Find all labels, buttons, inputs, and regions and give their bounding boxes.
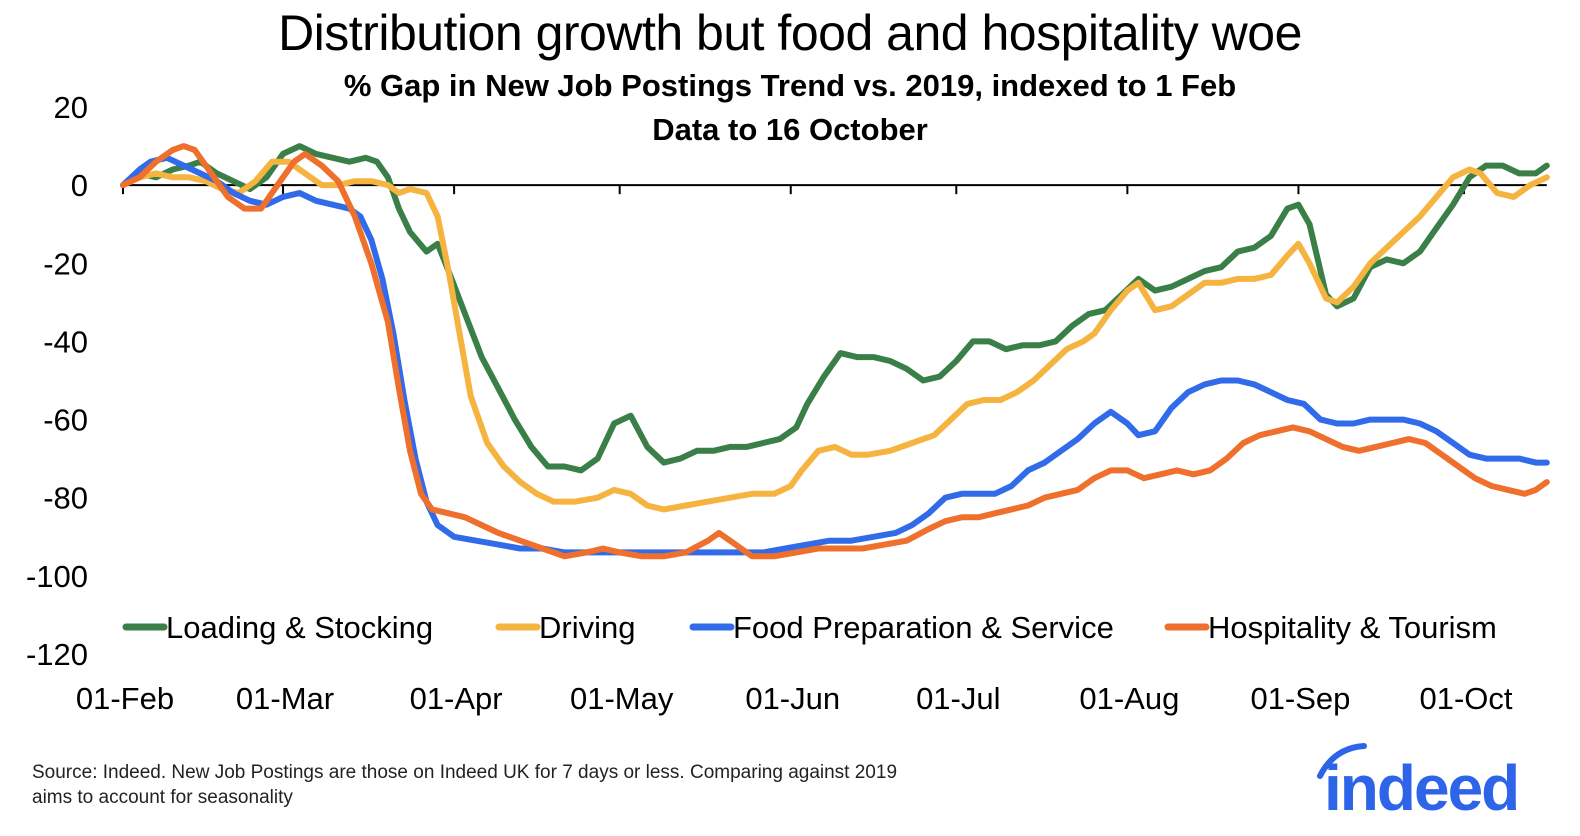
y-tick-label: -80 [43, 481, 88, 516]
x-tick-label: 01-Sep [1250, 681, 1350, 716]
x-tick-label: 01-Feb [76, 681, 174, 716]
indeed-logo: indeed [1317, 743, 1520, 818]
logo-wordmark: indeed [1324, 752, 1518, 818]
x-tick-label: 01-Oct [1419, 681, 1512, 716]
x-tick-label: 01-Jul [916, 681, 1000, 716]
legend-item: Driving [495, 610, 635, 645]
legend-item: Loading & Stocking [122, 610, 433, 645]
y-tick-label: 20 [54, 90, 88, 125]
y-tick-label: 0 [71, 168, 88, 203]
source-line-2: aims to account for seasonality [32, 787, 293, 808]
x-axis: 01-Feb 01-Mar 01-Apr 01-May 01-Jun 01-Jul 01-A… [76, 184, 1547, 716]
y-tick-label: -100 [26, 559, 88, 594]
legend-label: Food Preparation & Service [733, 610, 1114, 645]
x-tick-label: 01-Aug [1079, 681, 1179, 716]
y-tick-label: -60 [43, 403, 88, 438]
series-line-food-preparation-service [120, 154, 1550, 556]
y-tick-label: -120 [26, 637, 88, 672]
legend: Loading & Stocking Driving Food Preparatio… [122, 610, 1497, 645]
chart-subtitle: % Gap in New Job Postings Trend vs. 2019… [343, 68, 1237, 103]
chart-date-note: Data to 16 October [652, 112, 928, 147]
legend-item: Food Preparation & Service [689, 610, 1114, 645]
series-lines [120, 143, 1550, 560]
y-tick-label: -20 [43, 246, 88, 281]
series-line-loading-stocking [120, 143, 1550, 474]
y-tick-label: -40 [43, 324, 88, 359]
legend-label: Loading & Stocking [166, 610, 433, 645]
series-line-hospitality-tourism [120, 143, 1550, 560]
chart-title: Distribution growth but food and hospita… [278, 5, 1302, 61]
source-line-1: Source: Indeed. New Job Postings are tho… [32, 762, 898, 783]
legend-item: Hospitality & Tourism [1164, 610, 1497, 645]
x-tick-label: 01-Apr [410, 681, 503, 716]
y-axis: 20 0 -20 -40 -60 -80 -100 -120 [26, 90, 88, 672]
x-tick-label: 01-Jun [745, 681, 840, 716]
x-tick-label: 01-Mar [236, 681, 334, 716]
legend-label: Hospitality & Tourism [1208, 610, 1497, 645]
logo-arc-icon [1317, 743, 1367, 779]
series-line-driving [120, 158, 1550, 513]
source-note: Source: Indeed. New Job Postings are tho… [32, 760, 1132, 810]
x-tick-label: 01-May [570, 681, 674, 716]
legend-label: Driving [539, 610, 635, 645]
